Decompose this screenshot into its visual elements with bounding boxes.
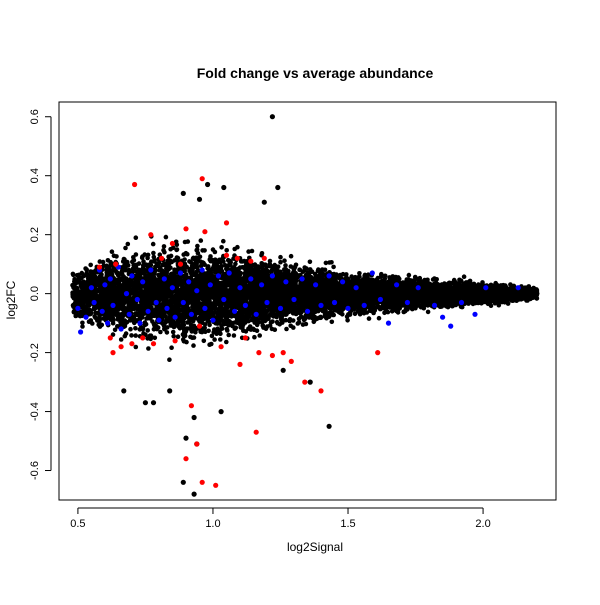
data-point bbox=[125, 241, 131, 247]
data-point bbox=[115, 273, 121, 278]
data-point bbox=[290, 318, 296, 323]
data-point bbox=[73, 313, 78, 319]
data-point bbox=[175, 334, 181, 340]
data-point bbox=[80, 324, 85, 329]
data-point bbox=[198, 238, 204, 243]
data-point bbox=[376, 315, 382, 321]
data-point bbox=[225, 328, 230, 333]
series-0 bbox=[70, 114, 540, 497]
data-point bbox=[119, 269, 125, 274]
data-point bbox=[218, 337, 223, 342]
data-point bbox=[142, 252, 147, 257]
data-point bbox=[122, 333, 128, 339]
data-point bbox=[129, 333, 134, 338]
data-point bbox=[283, 317, 289, 323]
data-point bbox=[167, 357, 172, 363]
data-point bbox=[118, 337, 124, 342]
data-point bbox=[226, 332, 231, 338]
data-point bbox=[109, 249, 115, 254]
data-point bbox=[184, 326, 190, 331]
data-point bbox=[141, 259, 146, 264]
data-point bbox=[212, 337, 217, 342]
data-point bbox=[278, 259, 283, 265]
data-point bbox=[197, 254, 203, 259]
data-point bbox=[249, 248, 255, 254]
data-point bbox=[133, 333, 138, 338]
data-point bbox=[201, 338, 207, 344]
data-point bbox=[187, 259, 192, 264]
data-point bbox=[145, 328, 150, 333]
data-point bbox=[167, 314, 173, 319]
data-point bbox=[284, 326, 289, 332]
data-point bbox=[283, 263, 288, 268]
data-point bbox=[200, 248, 205, 253]
data-point bbox=[425, 309, 431, 315]
data-point bbox=[298, 309, 303, 315]
data-point bbox=[133, 235, 139, 240]
data-point bbox=[168, 265, 173, 271]
data-point bbox=[461, 274, 467, 280]
data-point bbox=[112, 327, 118, 333]
data-point bbox=[219, 245, 224, 250]
data-point bbox=[146, 346, 151, 351]
points-layer bbox=[70, 114, 540, 497]
data-point bbox=[141, 331, 146, 336]
data-point bbox=[88, 262, 93, 268]
data-point bbox=[169, 345, 174, 351]
data-point bbox=[345, 318, 350, 323]
data-point bbox=[206, 328, 211, 334]
data-point bbox=[331, 264, 336, 270]
data-point bbox=[303, 321, 309, 327]
data-point bbox=[140, 327, 146, 332]
data-point bbox=[378, 274, 384, 280]
data-point bbox=[221, 238, 226, 244]
data-point bbox=[257, 333, 263, 338]
data-point bbox=[80, 320, 85, 326]
data-point bbox=[168, 253, 174, 259]
data-point bbox=[209, 333, 215, 339]
data-point bbox=[382, 273, 388, 279]
data-point bbox=[288, 253, 294, 259]
data-point bbox=[191, 335, 197, 340]
data-point bbox=[307, 259, 313, 265]
data-point bbox=[158, 329, 163, 335]
chart-title: Fold change vs average abundance bbox=[197, 65, 434, 81]
data-point bbox=[123, 245, 128, 251]
